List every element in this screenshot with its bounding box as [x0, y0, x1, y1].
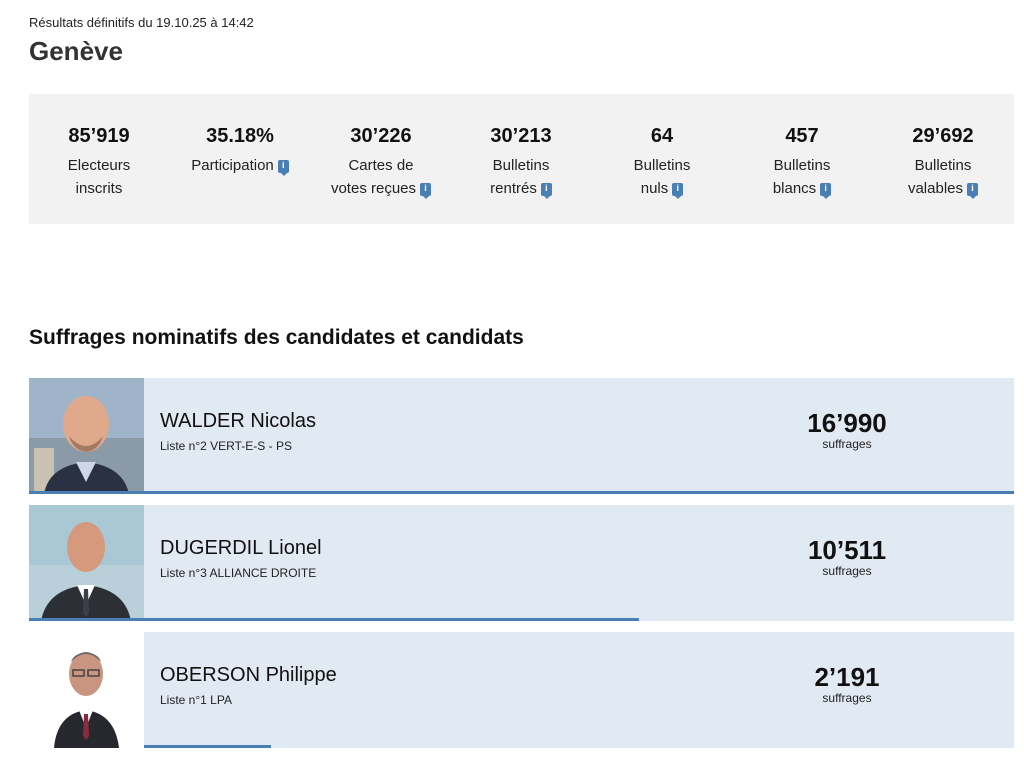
stat-value: 29’692: [912, 125, 974, 147]
candidate-votes: 10’511 suffrages: [777, 535, 917, 577]
candidate-name: DUGERDIL Lionel: [160, 537, 322, 559]
info-icon[interactable]: i: [420, 183, 432, 199]
info-icon[interactable]: i: [820, 183, 832, 199]
candidate-card: OBERSON Philippe Liste n°1 LPA 2’191 suf…: [29, 632, 1014, 748]
candidate-photo: [29, 378, 144, 494]
stats-panel: 85’919 Electeurs inscrits 35.18% Partici…: [29, 94, 1014, 224]
stat-value: 30’226: [350, 125, 412, 147]
info-icon[interactable]: i: [540, 183, 552, 199]
candidate-list: Liste n°1 LPA: [160, 693, 232, 707]
stat-bulletins-rentres: 30’213 Bulletins rentrés i: [451, 94, 591, 200]
stat-value: 30’213: [490, 125, 552, 147]
stat-value: 457: [785, 125, 819, 147]
votes-label: suffrages: [822, 564, 872, 578]
stat-bulletins-nuls: 64 Bulletins nuls i: [592, 94, 732, 200]
stat-bulletins-valables: 29’692 Bulletins valables i: [873, 94, 1013, 200]
stat-cartes-de-votes: 30’226 Cartes de votes reçues i: [311, 94, 451, 200]
candidate-list: Liste n°2 VERT-E-S - PS: [160, 439, 292, 453]
stat-value: 35.18%: [206, 125, 274, 147]
stat-electeurs-inscrits: 85’919 Electeurs inscrits: [29, 94, 169, 200]
votes-bar: [29, 618, 639, 621]
info-icon[interactable]: i: [672, 183, 684, 199]
candidate-panel: DUGERDIL Lionel Liste n°3 ALLIANCE DROIT…: [144, 505, 1014, 621]
info-icon[interactable]: i: [277, 160, 289, 176]
candidate-votes: 2’191 suffrages: [777, 662, 917, 704]
votes-bar: [29, 491, 1014, 494]
votes-label: suffrages: [822, 691, 872, 705]
candidate-panel: OBERSON Philippe Liste n°1 LPA 2’191 suf…: [144, 632, 1014, 748]
votes-label: suffrages: [822, 437, 872, 451]
section-title: Suffrages nominatifs des candidates et c…: [29, 326, 524, 349]
stat-label: Bulletins rentrés i: [451, 154, 591, 200]
stat-participation: 35.18% Participation i: [170, 94, 310, 177]
info-icon[interactable]: i: [967, 183, 979, 199]
stat-label: Participation i: [170, 154, 310, 177]
stat-label: Electeurs inscrits: [67, 157, 131, 197]
votes-value: 10’511: [807, 535, 887, 565]
candidate-votes: 16’990 suffrages: [777, 408, 917, 450]
page-title: Genève: [29, 36, 123, 66]
votes-bar: [144, 745, 271, 748]
stat-label: Bulletins blancs i: [772, 157, 832, 199]
stat-label: Bulletins valables i: [873, 154, 1013, 200]
candidate-list: Liste n°3 ALLIANCE DROITE: [160, 566, 317, 580]
candidate-card: DUGERDIL Lionel Liste n°3 ALLIANCE DROIT…: [29, 505, 1014, 621]
votes-value: 16’990: [807, 408, 887, 438]
stat-label: Cartes de votes reçues i: [311, 154, 451, 200]
candidate-name: OBERSON Philippe: [160, 664, 337, 686]
stat-label: Bulletins nuls i: [633, 157, 691, 199]
stat-value: 64: [650, 125, 674, 147]
candidate-name: WALDER Nicolas: [160, 410, 316, 432]
votes-value: 2’191: [814, 662, 880, 692]
candidate-panel: WALDER Nicolas Liste n°2 VERT-E-S - PS 1…: [144, 378, 1014, 494]
stat-value: 85’919: [68, 125, 130, 147]
results-timestamp: Résultats définitifs du 19.10.25 à 14:42: [29, 15, 254, 30]
candidate-photo: [29, 632, 144, 748]
candidate-card: WALDER Nicolas Liste n°2 VERT-E-S - PS 1…: [29, 378, 1014, 494]
candidate-photo: [29, 505, 144, 621]
stat-bulletins-blancs: 457 Bulletins blancs i: [732, 94, 872, 200]
